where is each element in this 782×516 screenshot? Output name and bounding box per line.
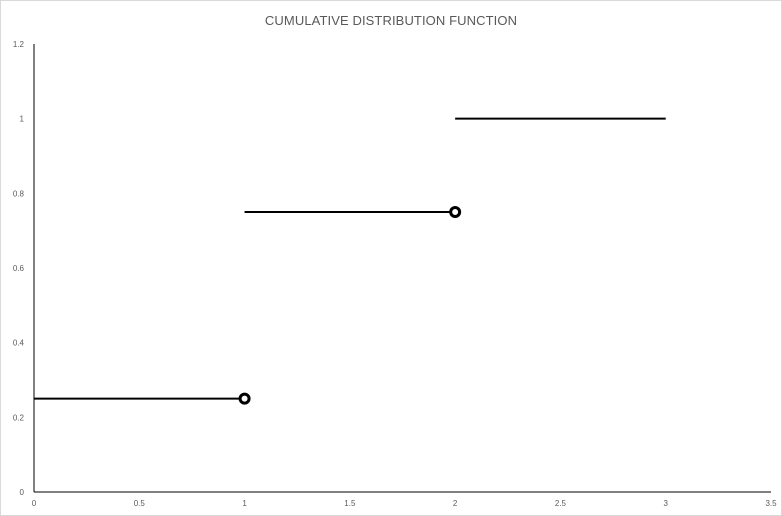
open-point-marker — [449, 206, 462, 218]
x-tick-label: 0 — [32, 499, 37, 508]
y-tick-label: 0.2 — [13, 413, 25, 422]
x-tick-label: 2.5 — [555, 499, 567, 508]
y-tick-label: 1.2 — [13, 40, 25, 49]
series — [34, 117, 666, 405]
x-tick-label: 0.5 — [134, 499, 146, 508]
x-tick-label: 2 — [453, 499, 458, 508]
open-point-marker — [238, 392, 251, 405]
x-tick-label: 1.5 — [344, 499, 356, 508]
x-tick-label: 1 — [242, 499, 247, 508]
tick-labels: 0 0.5 1 1.5 2 2.5 3 3.5 0 0.2 0.4 0.6 0.8 1 1.2 — [13, 40, 777, 508]
x-tick-label: 3 — [663, 499, 668, 508]
y-tick-label: 0 — [20, 488, 25, 497]
x-tick-label: 3.5 — [765, 499, 777, 508]
y-tick-label: 1 — [20, 115, 25, 124]
y-tick-label: 0.8 — [13, 189, 25, 198]
axes — [33, 44, 771, 493]
chart-title: CUMULATIVE DISTRIBUTION FUNCTION — [264, 13, 518, 28]
y-tick-label: 0.6 — [13, 264, 25, 273]
y-tick-label: 0.4 — [13, 339, 25, 348]
